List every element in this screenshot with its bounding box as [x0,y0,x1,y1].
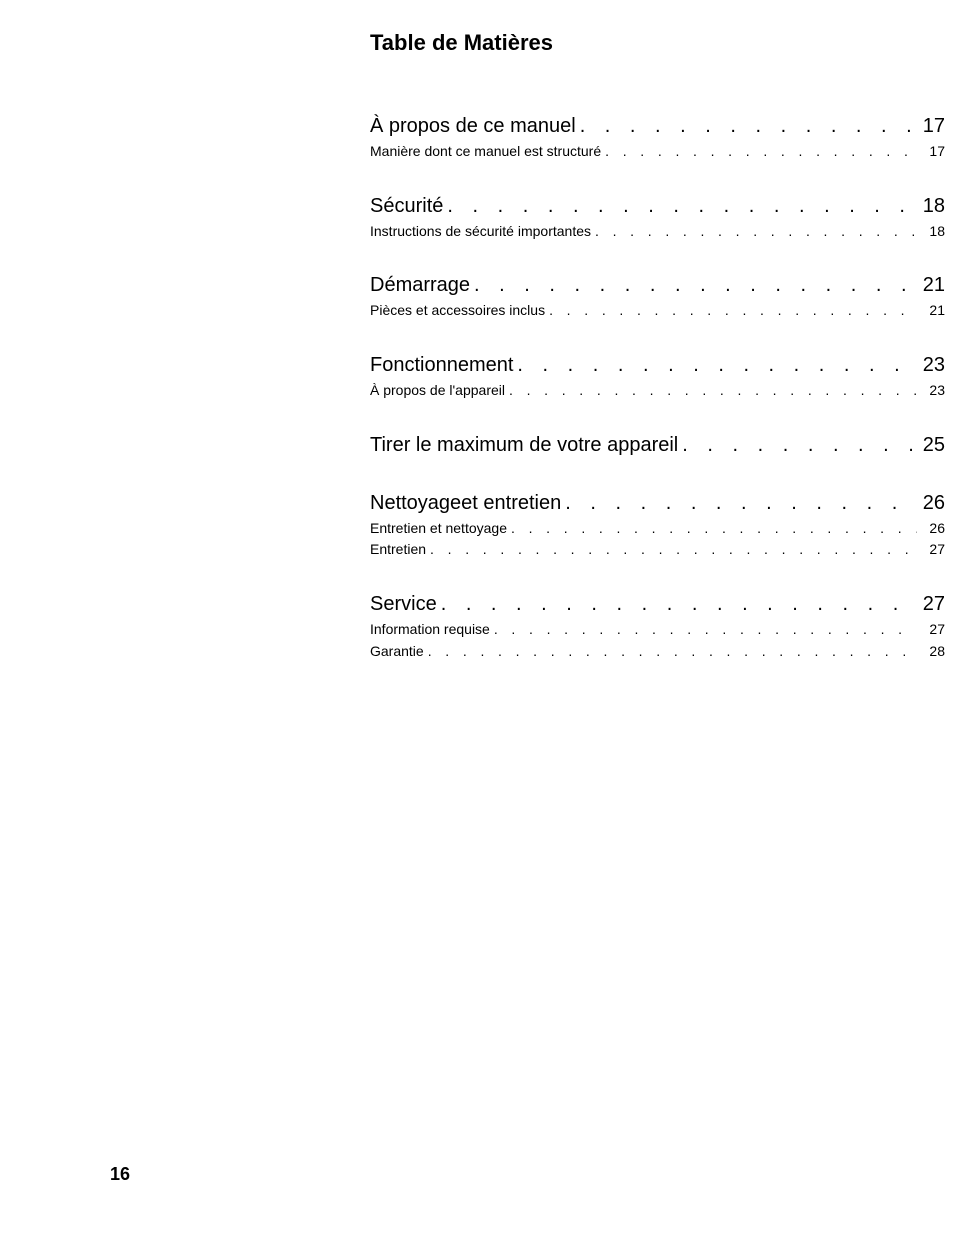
toc-title: Table de Matières [370,30,844,56]
toc-leader-dots [561,488,917,518]
toc-sub-label: À propos de l'appareil [370,380,505,402]
toc-sub-page: 27 [917,619,945,641]
toc-sub-page: 17 [917,141,945,163]
toc-section-row: Service 27 [370,589,945,619]
toc-section-label: Nettoyageet entretien [370,488,561,518]
toc-sub-page: 18 [917,221,945,243]
toc-sub-row: Pièces et accessoires inclus 21 [370,300,945,322]
toc-leader-dots [507,518,917,540]
toc-section: Tirer le maximum de votre appareil 25 [370,430,945,460]
toc-leader-dots [424,641,917,663]
toc-section-page: 25 [917,430,945,460]
toc-leader-dots [576,111,917,141]
toc-sub-page: 21 [917,300,945,322]
toc-leader-dots [678,430,917,460]
toc-sub-row: Entretien 27 [370,539,945,561]
toc-leader-dots [443,191,917,221]
toc-sub-label: Information requise [370,619,490,641]
toc-section-page: 21 [917,270,945,300]
document-page: Table de Matières À propos de ce manuel 1… [0,0,954,1235]
toc-section-page: 23 [917,350,945,380]
toc-section-label: Démarrage [370,270,470,300]
toc-section-row: Sécurité 18 [370,191,945,221]
page-number: 16 [110,1164,130,1185]
table-of-contents: À propos de ce manuel17Manière dont ce m… [370,111,945,663]
toc-sub-page: 28 [917,641,945,663]
toc-section: Sécurité18Instructions de sécurité impor… [370,191,945,243]
toc-section-label: À propos de ce manuel [370,111,576,141]
toc-leader-dots [591,221,917,243]
toc-leader-dots [426,539,917,561]
toc-sub-row: Manière dont ce manuel est structuré 17 [370,141,945,163]
toc-sub-row: Garantie 28 [370,641,945,663]
toc-sub-label: Instructions de sécurité importantes [370,221,591,243]
toc-section-label: Tirer le maximum de votre appareil [370,430,678,460]
toc-leader-dots [601,141,917,163]
toc-section: Nettoyageet entretien26Entretien et nett… [370,488,945,561]
toc-sub-row: Instructions de sécurité importantes 18 [370,221,945,243]
toc-leader-dots [545,300,917,322]
toc-section-row: Fonctionnement 23 [370,350,945,380]
toc-section-label: Service [370,589,437,619]
toc-sub-page: 26 [917,518,945,540]
toc-sub-page: 27 [917,539,945,561]
toc-sub-row: À propos de l'appareil 23 [370,380,945,402]
toc-section-page: 27 [917,589,945,619]
toc-sub-label: Garantie [370,641,424,663]
toc-leader-dots [513,350,917,380]
toc-section-page: 18 [917,191,945,221]
toc-sub-label: Entretien [370,539,426,561]
toc-leader-dots [490,619,917,641]
toc-section-row: À propos de ce manuel 17 [370,111,945,141]
toc-leader-dots [470,270,917,300]
toc-sub-label: Entretien et nettoyage [370,518,507,540]
toc-leader-dots [505,380,917,402]
toc-section-label: Sécurité [370,191,443,221]
toc-sub-row: Entretien et nettoyage 26 [370,518,945,540]
toc-section-label: Fonctionnement [370,350,513,380]
toc-sub-label: Manière dont ce manuel est structuré [370,141,601,163]
toc-sub-label: Pièces et accessoires inclus [370,300,545,322]
toc-section-page: 26 [917,488,945,518]
toc-section: Service 27 Information requise 27 Garantie 28 [370,589,945,662]
toc-section: Fonctionnement 23 À propos de l'appareil 23 [370,350,945,402]
toc-leader-dots [437,589,917,619]
toc-section: Démarrage 21 Pièces et accessoires inclus 2… [370,270,945,322]
toc-section-row: Nettoyageet entretien 26 [370,488,945,518]
toc-section-page: 17 [917,111,945,141]
toc-sub-row: Information requise 27 [370,619,945,641]
toc-section: À propos de ce manuel17Manière dont ce m… [370,111,945,163]
toc-section-row: Tirer le maximum de votre appareil 25 [370,430,945,460]
toc-sub-page: 23 [917,380,945,402]
toc-section-row: Démarrage 21 [370,270,945,300]
